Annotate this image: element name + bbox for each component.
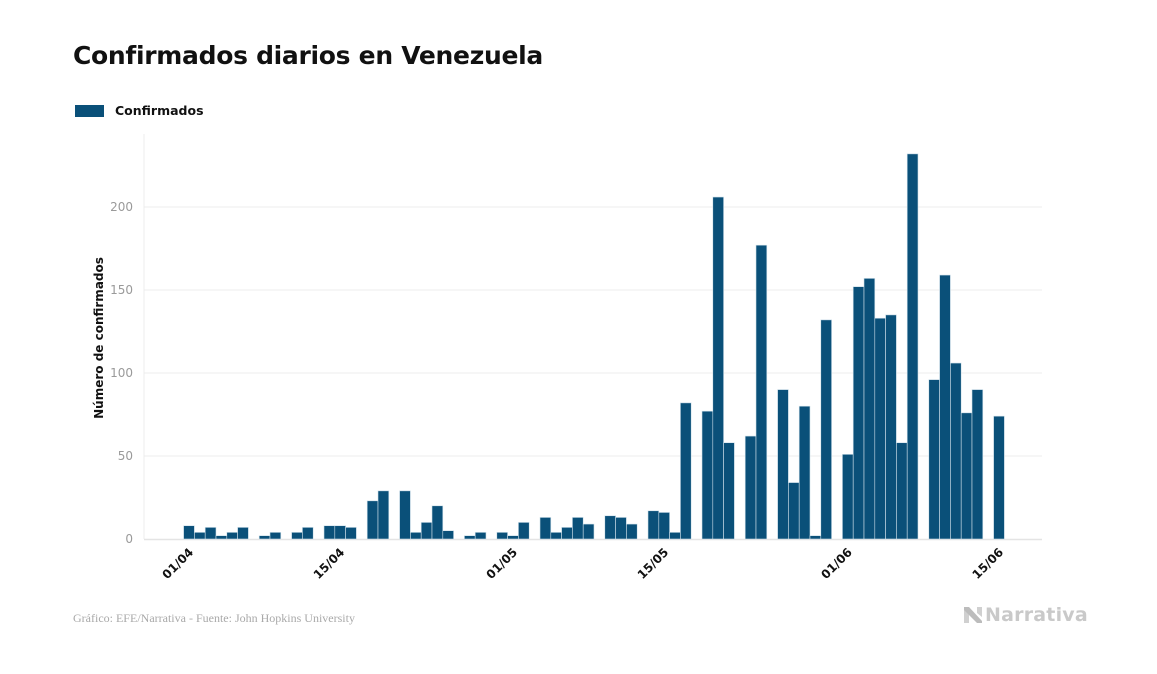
x-tick-label: 15/04: [311, 545, 348, 582]
bar: [302, 527, 314, 540]
bar: [744, 435, 757, 540]
bar: [291, 532, 303, 540]
bar: [431, 505, 444, 540]
bar: [863, 278, 876, 540]
y-tick-label: 150: [110, 283, 133, 297]
bar: [204, 527, 217, 540]
bar: [950, 362, 962, 540]
bar: [464, 535, 476, 540]
bar: [194, 532, 206, 540]
bars: [183, 153, 1005, 540]
bar: [334, 525, 346, 540]
bar: [896, 442, 908, 540]
bar: [269, 532, 282, 540]
bar: [496, 532, 508, 540]
bar: [420, 522, 433, 540]
x-tick-label: 01/06: [818, 545, 855, 582]
bar: [798, 405, 811, 540]
bar: [701, 410, 714, 540]
bar: [852, 286, 865, 540]
chart-title: Confirmados diarios en Venezuela: [73, 41, 543, 70]
source-footer: Gráfico: EFE/Narrativa - Fuente: John Ho…: [73, 611, 355, 625]
bar: [723, 442, 735, 540]
bar: [658, 512, 670, 540]
brand: Narrativa: [963, 604, 1088, 626]
brand-name: Narrativa: [985, 604, 1088, 626]
y-tick-label: 50: [118, 449, 133, 463]
bar: [507, 535, 519, 540]
y-tick-label: 200: [110, 200, 133, 214]
bar: [366, 500, 379, 540]
bar: [809, 535, 822, 540]
bar: [561, 527, 573, 540]
bar: [410, 532, 422, 540]
x-tick-label: 01/04: [160, 545, 197, 582]
bar: [669, 532, 681, 540]
bar: [939, 274, 951, 540]
bar: [474, 532, 487, 540]
gridlines: [144, 206, 1042, 457]
bar: [237, 527, 249, 540]
bar: [550, 532, 562, 540]
bar: [647, 510, 660, 540]
bar: [874, 317, 886, 540]
x-tick-label: 15/06: [970, 545, 1007, 582]
bar: [615, 517, 627, 540]
bar: [993, 415, 1005, 540]
bar: [906, 153, 919, 540]
y-tick-label: 100: [110, 366, 133, 380]
y-tick-labels: 0 50 100 150 200: [110, 200, 133, 546]
bar: [842, 454, 854, 540]
bar: [885, 314, 897, 540]
bar: [323, 525, 336, 540]
x-tick-labels: 01/04 15/04 01/05 15/05 01/06 15/06: [160, 545, 1007, 582]
bar: [960, 412, 973, 540]
bar: [183, 525, 195, 540]
bar: [572, 517, 584, 540]
y-axis-label: Número de confirmados: [92, 257, 106, 419]
bar: [712, 196, 724, 540]
bar: [377, 490, 390, 540]
legend: Confirmados: [75, 103, 204, 118]
narrativa-logo-icon: [964, 607, 982, 623]
bar: [518, 522, 530, 540]
bar: [582, 523, 595, 540]
bar: [626, 523, 638, 540]
bar: [928, 379, 940, 540]
bar: [226, 532, 238, 540]
x-tick-label: 15/05: [635, 545, 672, 582]
bar: [345, 527, 357, 540]
bar: [755, 244, 768, 540]
bar: [442, 530, 454, 540]
bar: [820, 319, 832, 540]
legend-swatch: [75, 104, 104, 117]
bar: [788, 482, 800, 540]
bar: [604, 515, 616, 540]
bar: [680, 402, 692, 540]
bar: [215, 535, 228, 540]
legend-label: Confirmados: [115, 103, 204, 118]
y-tick-label: 0: [125, 532, 133, 546]
bar: [539, 517, 552, 540]
bar: [258, 535, 271, 540]
x-tick-label: 01/05: [484, 545, 521, 582]
bar: [399, 490, 411, 540]
bar: [777, 389, 789, 540]
bar: [971, 389, 984, 540]
